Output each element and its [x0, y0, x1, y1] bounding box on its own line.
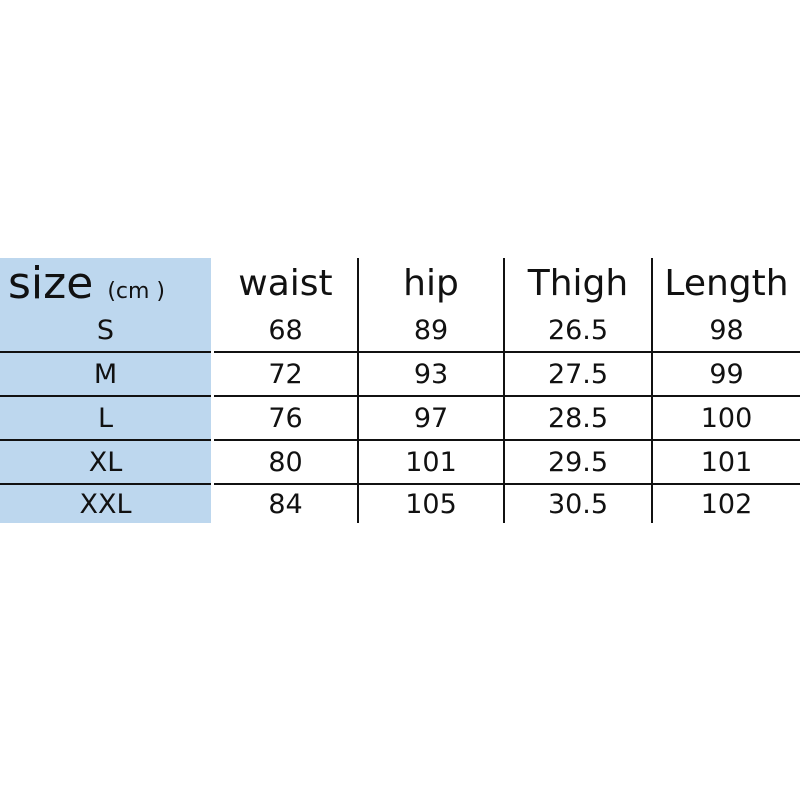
cell-size: S	[0, 309, 214, 353]
cell-hip: 105	[357, 484, 504, 523]
table-header-row: size (cm ) waist hip Thigh Length	[0, 258, 800, 309]
header-hip: hip	[357, 258, 504, 309]
unit-label: (cm )	[107, 279, 166, 304]
cell-thigh: 27.5	[503, 352, 652, 397]
cell-length: 102	[651, 484, 800, 523]
cell-length: 101	[651, 440, 800, 485]
table-row: S 68 89 26.5 98	[0, 309, 800, 353]
cell-length: 100	[651, 396, 800, 441]
cell-thigh: 30.5	[503, 484, 652, 523]
cell-waist: 68	[211, 309, 358, 353]
cell-length: 98	[651, 309, 800, 353]
cell-size: M	[0, 352, 214, 397]
cell-waist: 72	[211, 352, 358, 397]
cell-thigh: 29.5	[503, 440, 652, 485]
cell-hip: 101	[357, 440, 504, 485]
cell-size: XXL	[0, 484, 214, 523]
table-row: L 76 97 28.5 100	[0, 396, 800, 441]
header-size: size (cm )	[0, 258, 214, 309]
cell-thigh: 26.5	[503, 309, 652, 353]
cell-hip: 89	[357, 309, 504, 353]
size-chart-table: size (cm ) waist hip Thigh Length S 68 89 2…	[0, 258, 800, 523]
header-thigh: Thigh	[503, 258, 652, 309]
cell-size: XL	[0, 440, 214, 485]
cell-hip: 93	[357, 352, 504, 397]
cell-waist: 84	[211, 484, 358, 523]
cell-hip: 97	[357, 396, 504, 441]
cell-thigh: 28.5	[503, 396, 652, 441]
size-label: size	[8, 258, 94, 309]
cell-size: L	[0, 396, 214, 441]
table-row: M 72 93 27.5 99	[0, 352, 800, 397]
table-row: XL 80 101 29.5 101	[0, 440, 800, 485]
table-row: XXL 84 105 30.5 102	[0, 484, 800, 523]
header-length: Length	[651, 258, 800, 309]
cell-length: 99	[651, 352, 800, 397]
header-waist: waist	[211, 258, 358, 309]
cell-waist: 76	[211, 396, 358, 441]
cell-waist: 80	[211, 440, 358, 485]
